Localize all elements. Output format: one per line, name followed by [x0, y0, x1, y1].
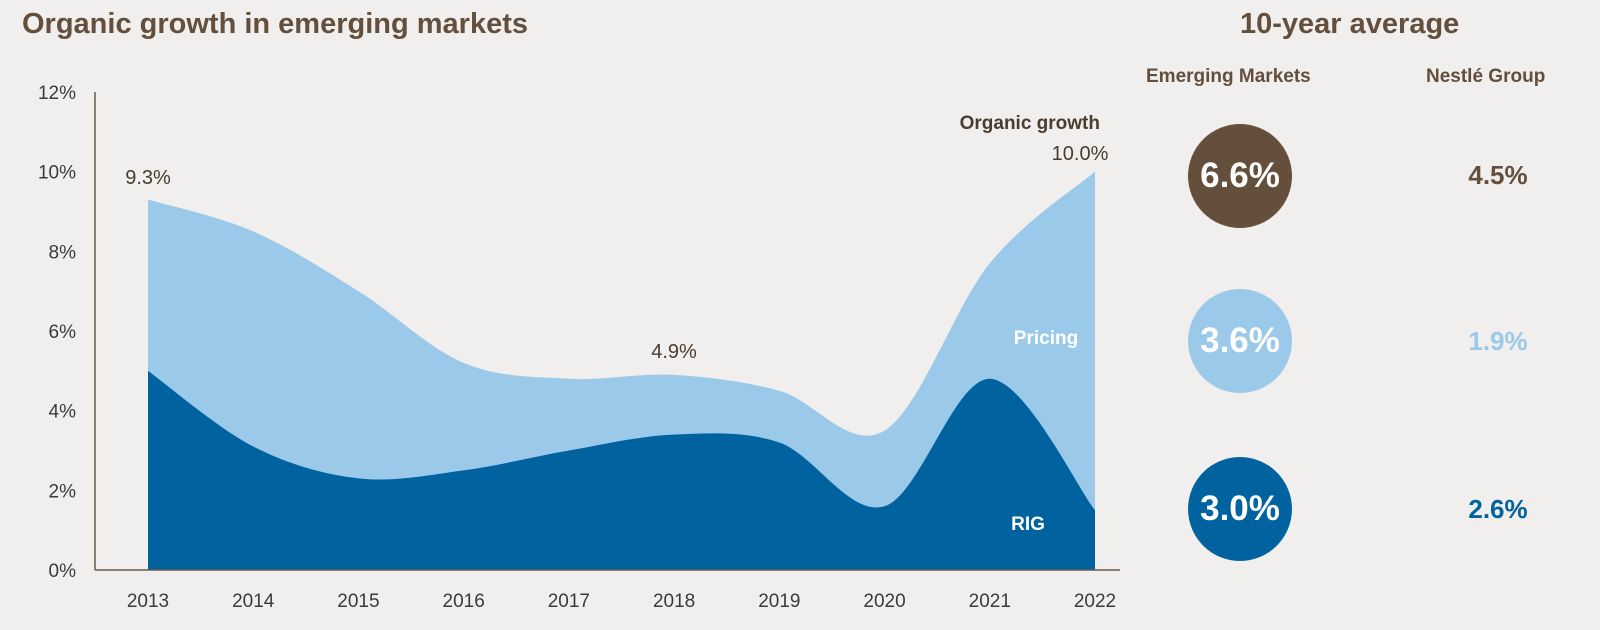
- y-tick-label: 2%: [49, 481, 77, 502]
- group-pricing-value: 1.9%: [1468, 326, 1528, 356]
- series-label-rig: RIG: [1011, 514, 1045, 535]
- y-tick-label: 8%: [49, 242, 77, 263]
- rig-area: [148, 370, 1095, 570]
- chart-title: Organic growth in emerging markets: [22, 8, 528, 40]
- x-tick-label: 2014: [232, 591, 275, 612]
- x-tick-label: 2016: [443, 591, 485, 612]
- x-tick-label: 2020: [863, 591, 905, 612]
- y-tick-label: 6%: [49, 322, 77, 343]
- x-tick-label: 2017: [548, 591, 590, 612]
- em-pricing-circle: 3.6%: [1188, 289, 1292, 393]
- x-tick-label: 2013: [127, 591, 169, 612]
- series-label-organic-growth: Organic growth: [960, 113, 1100, 134]
- em-rig-circle: 3.0%: [1188, 457, 1292, 561]
- average-title: 10-year average: [1240, 8, 1460, 40]
- series-label-pricing: Pricing: [1014, 328, 1078, 349]
- group-rig-value: 2.6%: [1468, 494, 1528, 524]
- column-header-nestle-group: Nestlé Group: [1426, 66, 1546, 87]
- y-tick-label: 10%: [38, 163, 76, 184]
- annotation-2013: 9.3%: [125, 167, 171, 189]
- em-organic-growth-circle: 6.6%: [1188, 124, 1292, 228]
- annotation-2022: 10.0%: [1052, 143, 1109, 165]
- x-tick-label: 2021: [969, 591, 1011, 612]
- y-tick-label: 4%: [49, 402, 77, 423]
- x-tick-label: 2018: [653, 591, 695, 612]
- x-tick-label: 2019: [758, 591, 800, 612]
- pricing-area: [148, 171, 1095, 570]
- column-header-emerging-markets: Emerging Markets: [1146, 66, 1311, 87]
- annotation-2018: 4.9%: [651, 341, 697, 363]
- y-tick-label: 0%: [49, 561, 77, 582]
- stacked-area-chart: 0% 2% 4% 6% 8% 10% 12% 2013 2014 2015 2016 2017 201…: [38, 83, 1120, 612]
- x-tick-label: 2015: [337, 591, 379, 612]
- x-tick-label: 2022: [1074, 591, 1116, 612]
- group-organic-growth-value: 4.5%: [1468, 160, 1528, 190]
- y-tick-label: 12%: [38, 83, 76, 104]
